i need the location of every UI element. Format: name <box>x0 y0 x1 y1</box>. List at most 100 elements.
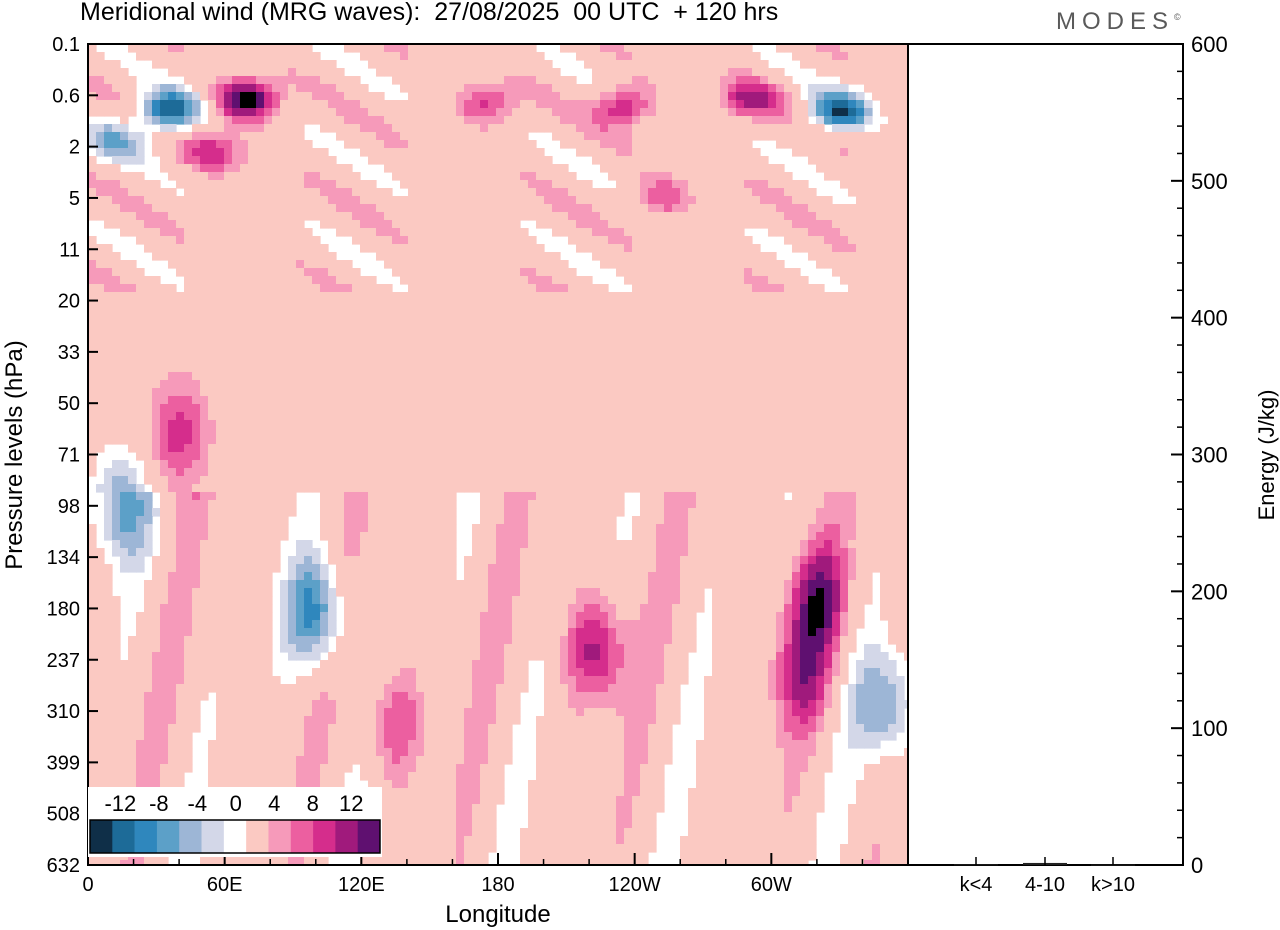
field-cell <box>280 324 289 333</box>
field-cell <box>600 228 609 237</box>
field-cell <box>672 268 681 277</box>
field-cell <box>592 308 601 317</box>
field-cell <box>168 260 177 269</box>
field-cell <box>200 212 209 221</box>
field-cell <box>352 412 361 421</box>
field-cell <box>480 260 489 269</box>
field-cell <box>896 428 905 437</box>
field-cell <box>536 252 545 261</box>
field-cell <box>504 340 513 349</box>
field-cell <box>784 204 793 213</box>
field-cell <box>408 348 417 357</box>
field-cell <box>864 252 873 261</box>
field-cell <box>680 372 689 381</box>
field-cell <box>88 164 97 173</box>
field-cell <box>816 284 825 293</box>
field-cell <box>688 124 697 133</box>
field-cell <box>272 372 281 381</box>
field-cell <box>280 44 289 53</box>
field-cell <box>400 84 409 93</box>
field-cell <box>184 212 193 221</box>
field-cell <box>664 452 673 461</box>
field-cell <box>672 340 681 349</box>
field-cell <box>416 380 425 389</box>
field-cell <box>616 364 625 373</box>
field-cell <box>784 332 793 341</box>
field-cell <box>832 356 841 365</box>
field-cell <box>128 92 137 101</box>
field-cell <box>120 356 129 365</box>
field-cell <box>856 148 865 157</box>
field-cell <box>712 340 721 349</box>
field-cell <box>264 412 273 421</box>
field-cell <box>880 276 889 285</box>
field-cell <box>280 300 289 309</box>
field-cell <box>624 436 633 445</box>
field-cell <box>664 124 673 133</box>
field-cell <box>408 444 417 453</box>
field-cell <box>512 364 521 373</box>
field-cell <box>296 100 305 109</box>
field-cell <box>752 316 761 325</box>
field-cell <box>544 404 553 413</box>
field-cell <box>880 428 889 437</box>
field-cell <box>192 388 201 397</box>
field-cell <box>128 196 137 205</box>
field-cell <box>680 364 689 373</box>
field-cell <box>256 412 265 421</box>
field-cell <box>360 196 369 205</box>
field-cell <box>200 52 209 61</box>
field-cell <box>784 172 793 181</box>
field-cell <box>712 388 721 397</box>
field-cell <box>728 412 737 421</box>
field-cell <box>216 228 225 237</box>
field-cell <box>96 244 105 253</box>
field-cell <box>128 228 137 237</box>
field-cell <box>608 316 617 325</box>
field-cell <box>264 276 273 285</box>
field-cell <box>280 268 289 277</box>
field-cell <box>360 132 369 141</box>
field-cell <box>704 332 713 341</box>
field-cell <box>736 252 745 261</box>
field-cell <box>104 324 113 333</box>
field-cell <box>776 452 785 461</box>
field-cell <box>112 148 121 157</box>
field-cell <box>592 244 601 253</box>
field-cell <box>888 332 897 341</box>
field-cell <box>816 444 825 453</box>
field-cell <box>544 452 553 461</box>
field-cell <box>808 300 817 309</box>
field-cell <box>216 428 225 437</box>
field-cell <box>448 300 457 309</box>
field-cell <box>392 124 401 133</box>
field-cell <box>456 308 465 317</box>
field-cell <box>496 244 505 253</box>
field-cell <box>408 124 417 133</box>
field-cell <box>888 228 897 237</box>
field-cell <box>520 412 529 421</box>
field-cell <box>872 220 881 229</box>
field-cell <box>680 140 689 149</box>
field-cell <box>144 412 153 421</box>
field-cell <box>720 284 729 293</box>
field-cell <box>296 148 305 157</box>
field-cell <box>400 220 409 229</box>
field-cell <box>432 212 441 221</box>
field-cell <box>544 276 553 285</box>
field-cell <box>104 132 113 141</box>
field-cell <box>760 76 769 85</box>
field-cell <box>336 372 345 381</box>
field-cell <box>696 52 705 61</box>
field-cell <box>520 148 529 157</box>
field-cell <box>296 436 305 445</box>
field-cell <box>200 284 209 293</box>
field-cell <box>240 100 249 109</box>
field-cell <box>736 348 745 357</box>
field-cell <box>392 228 401 237</box>
field-cell <box>360 380 369 389</box>
field-cell <box>592 284 601 293</box>
field-cell <box>488 220 497 229</box>
field-cell <box>240 412 249 421</box>
field-cell <box>240 428 249 437</box>
